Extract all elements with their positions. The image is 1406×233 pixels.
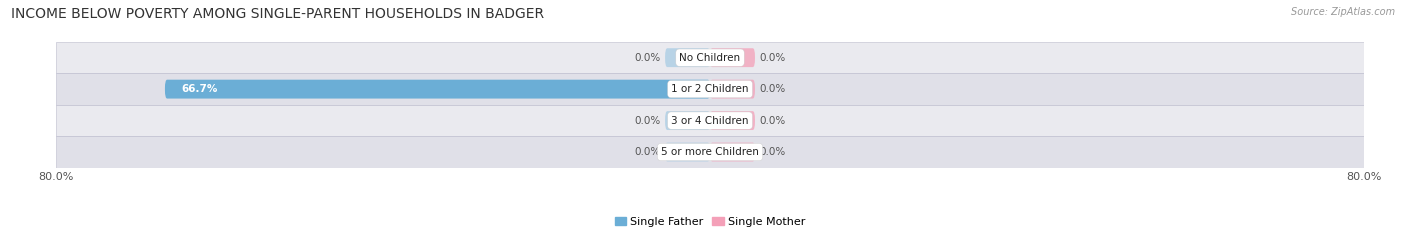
Legend: Single Father, Single Mother: Single Father, Single Mother xyxy=(610,212,810,231)
Text: 5 or more Children: 5 or more Children xyxy=(661,147,759,157)
Text: 0.0%: 0.0% xyxy=(759,147,786,157)
FancyBboxPatch shape xyxy=(710,111,755,130)
Text: 0.0%: 0.0% xyxy=(634,147,661,157)
FancyBboxPatch shape xyxy=(665,48,710,67)
FancyBboxPatch shape xyxy=(710,80,755,99)
Text: Source: ZipAtlas.com: Source: ZipAtlas.com xyxy=(1291,7,1395,17)
Bar xyxy=(56,136,1364,168)
Bar xyxy=(56,73,1364,105)
Bar xyxy=(56,105,1364,136)
FancyBboxPatch shape xyxy=(665,111,710,130)
FancyBboxPatch shape xyxy=(165,80,710,99)
Text: 0.0%: 0.0% xyxy=(759,84,786,94)
Text: 0.0%: 0.0% xyxy=(759,116,786,126)
Text: No Children: No Children xyxy=(679,53,741,63)
Bar xyxy=(56,42,1364,73)
FancyBboxPatch shape xyxy=(665,143,710,161)
FancyBboxPatch shape xyxy=(710,48,755,67)
FancyBboxPatch shape xyxy=(710,143,755,161)
Text: 0.0%: 0.0% xyxy=(634,53,661,63)
Text: 66.7%: 66.7% xyxy=(181,84,218,94)
Text: 0.0%: 0.0% xyxy=(634,116,661,126)
Text: INCOME BELOW POVERTY AMONG SINGLE-PARENT HOUSEHOLDS IN BADGER: INCOME BELOW POVERTY AMONG SINGLE-PARENT… xyxy=(11,7,544,21)
Text: 0.0%: 0.0% xyxy=(759,53,786,63)
Text: 1 or 2 Children: 1 or 2 Children xyxy=(671,84,749,94)
Text: 3 or 4 Children: 3 or 4 Children xyxy=(671,116,749,126)
